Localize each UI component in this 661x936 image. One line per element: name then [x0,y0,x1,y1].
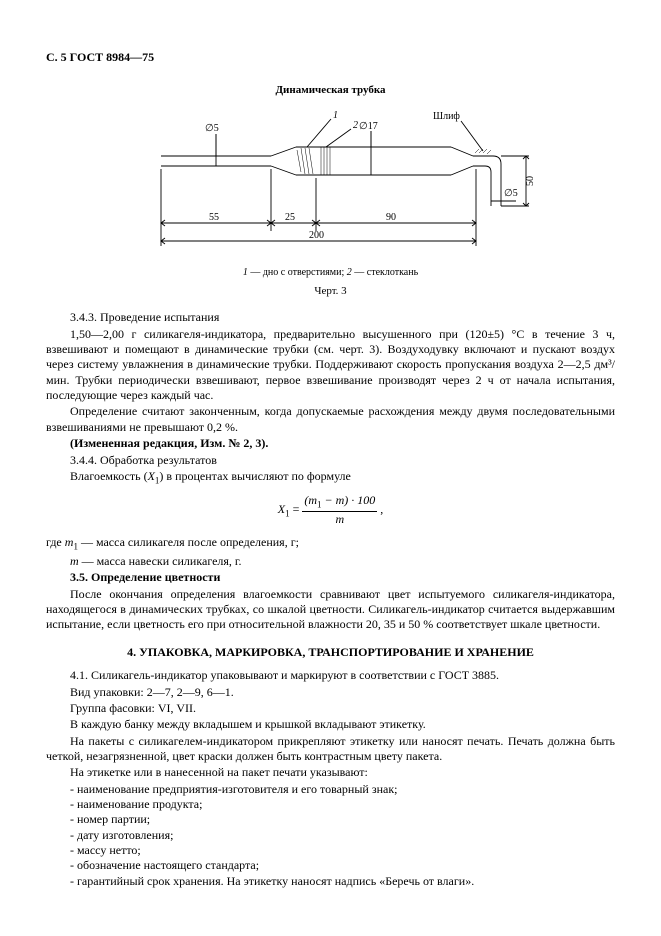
where-line-1: где m1 — масса силикагеля после определе… [46,535,615,553]
p-41-b: Вид упаковки: 2—7, 2—9, 6—1. [46,685,615,700]
p-41-d: В каждую банку между вкладышем и крышкой… [46,717,615,732]
label-d5-right: ∅5 [504,188,518,199]
figure-caption: 1 — дно с отверстиями; 2 — стеклоткань [46,267,615,280]
section-4-title: 4. УПАКОВКА, МАРКИРОВКА, ТРАНСПОРТИРОВАН… [46,645,615,660]
caption-t2: — стеклоткань [352,267,418,278]
callout-1: 1 [333,110,338,121]
p-35-title: 3.5. Определение цветности [46,570,615,585]
label-d5-left: ∅5 [205,123,219,134]
caption-t1: — дно с отверстиями; [248,267,347,278]
p-41-f: На этикетке или в нанесенной на пакет пе… [46,765,615,780]
list-item: дату изготовления; [46,828,615,843]
p-343-b: Определение считают законченным, когда д… [46,404,615,435]
list-item: наименование предприятия-изготовителя и … [46,782,615,797]
page: С. 5 ГОСТ 8984—75 Динамическая трубка [0,0,661,936]
label-list: наименование предприятия-изготовителя и … [46,782,615,890]
p-41-a: 4.1. Силикагель-индикатор упаковывают и … [46,668,615,683]
formula-num-a: (m [304,493,317,507]
p-344-a-post: ) в процентах вычисляют по формуле [159,469,350,483]
where-m-var: m [70,554,79,568]
figure-title: Динамическая трубка [46,83,615,97]
formula-lhs: X [278,502,285,516]
p-41-e: На пакеты с силикагелем-индикатором прик… [46,734,615,765]
p-343-title: 3.4.3. Проведение испытания [46,310,615,325]
list-item: массу нетто; [46,843,615,858]
list-item: номер партии; [46,812,615,827]
label-d17: ∅17 [359,121,378,132]
figure-drawing: 1 2 Шлиф ∅5 ∅17 ∅5 50 55 25 90 200 [121,101,541,261]
dim-90: 90 [386,212,396,223]
list-item: наименование продукта; [46,797,615,812]
formula-num-b: − m) · 100 [322,493,376,507]
p-344-title: 3.4.4. Обработка результатов [46,453,615,468]
label-h50: 50 [525,176,536,186]
where-m1-txt: — масса силикагеля после определения, г; [78,535,299,549]
dim-200: 200 [309,230,324,241]
p-344-a-pre: Влагоемкость ( [70,469,148,483]
formula-lhs-sub: 1 [285,508,290,518]
p-35-a: После окончания определения влагоемкости… [46,587,615,633]
formula: X1 = (m1 − m) · 100 m , [46,493,615,527]
dim-55: 55 [209,212,219,223]
p-344-a-var: X [148,469,155,483]
where-m-txt: — масса навески силикагеля, г. [79,554,242,568]
p-changed: (Измененная редакция, Изм. № 2, 3). [46,436,615,451]
page-header: С. 5 ГОСТ 8984—75 [46,50,615,65]
where-line-2: m — масса навески силикагеля, г. [46,554,615,569]
formula-den: m [302,512,377,527]
p-343-a: 1,50—2,00 г силикагеля-индикатора, предв… [46,327,615,404]
p-41-c: Группа фасовки: VI, VII. [46,701,615,716]
list-item: гарантийный срок хранения. На этикетку н… [46,874,615,889]
p-344-a: Влагоемкость (X1) в процентах вычисляют … [46,469,615,487]
figure-number: Черт. 3 [46,284,615,298]
list-item: обозначение настоящего стандарта; [46,858,615,873]
dim-25: 25 [285,212,295,223]
where-pre: где [46,535,65,549]
callout-2: 2 [353,120,358,131]
label-shlif: Шлиф [433,111,460,122]
